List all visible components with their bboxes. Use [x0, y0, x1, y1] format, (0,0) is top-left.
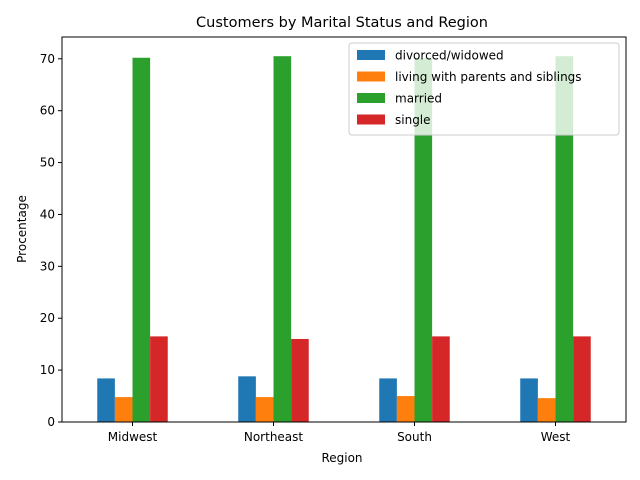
x-tick-label: Midwest [108, 430, 158, 444]
x-tick-label: South [397, 430, 432, 444]
legend: divorced/widowed living with parents and … [348, 42, 620, 136]
bar-northeast-0 [238, 376, 256, 422]
bar-south-0 [379, 378, 397, 422]
legend-box [348, 42, 620, 136]
bar-midwest-2 [132, 57, 151, 422]
bar-west-2 [555, 56, 574, 422]
bar-northeast-1 [255, 397, 274, 422]
plot-frame [61, 36, 627, 423]
bar-west-1 [537, 398, 556, 422]
y-tick-label: 60 [40, 104, 55, 118]
bar-west-3 [573, 336, 591, 422]
bar-midwest-0 [97, 378, 115, 422]
y-tick-label: 20 [40, 311, 55, 325]
x-tick-label: Northeast [244, 430, 304, 444]
x-tick-label: West [541, 430, 571, 444]
legend-swatch [357, 114, 385, 125]
axes-layer: 0 10 20 30 40 50 60 70 Midwest Northeast South West [40, 36, 627, 444]
x-axis-label: Region [321, 451, 362, 465]
legend-label: living with parents and siblings [395, 70, 582, 84]
legend-label: married [395, 92, 442, 106]
bar-south-1 [396, 396, 415, 422]
bar-west-0 [520, 378, 538, 422]
bar-south-2 [414, 58, 433, 422]
bar-south-3 [432, 336, 450, 422]
legend-label: divorced/widowed [395, 49, 504, 63]
bar-northeast-3 [291, 338, 309, 422]
y-tick-label: 30 [40, 259, 55, 273]
bar-northeast-2 [273, 56, 292, 422]
y-tick-label: 50 [40, 156, 55, 170]
bars-layer [97, 56, 591, 422]
chart-title: Customers by Marital Status and Region [196, 15, 488, 31]
y-tick-label: 40 [40, 207, 55, 221]
legend-label: single [395, 113, 431, 127]
y-tick-label: 0 [47, 415, 55, 429]
bar-midwest-1 [114, 397, 133, 422]
legend-swatch [357, 50, 385, 60]
y-axis-label: Procentage [15, 195, 29, 263]
bar-midwest-3 [150, 336, 168, 422]
legend-swatch [357, 93, 385, 103]
legend-swatch [357, 71, 385, 82]
y-tick-label: 70 [40, 52, 55, 66]
y-tick-label: 10 [40, 363, 55, 377]
